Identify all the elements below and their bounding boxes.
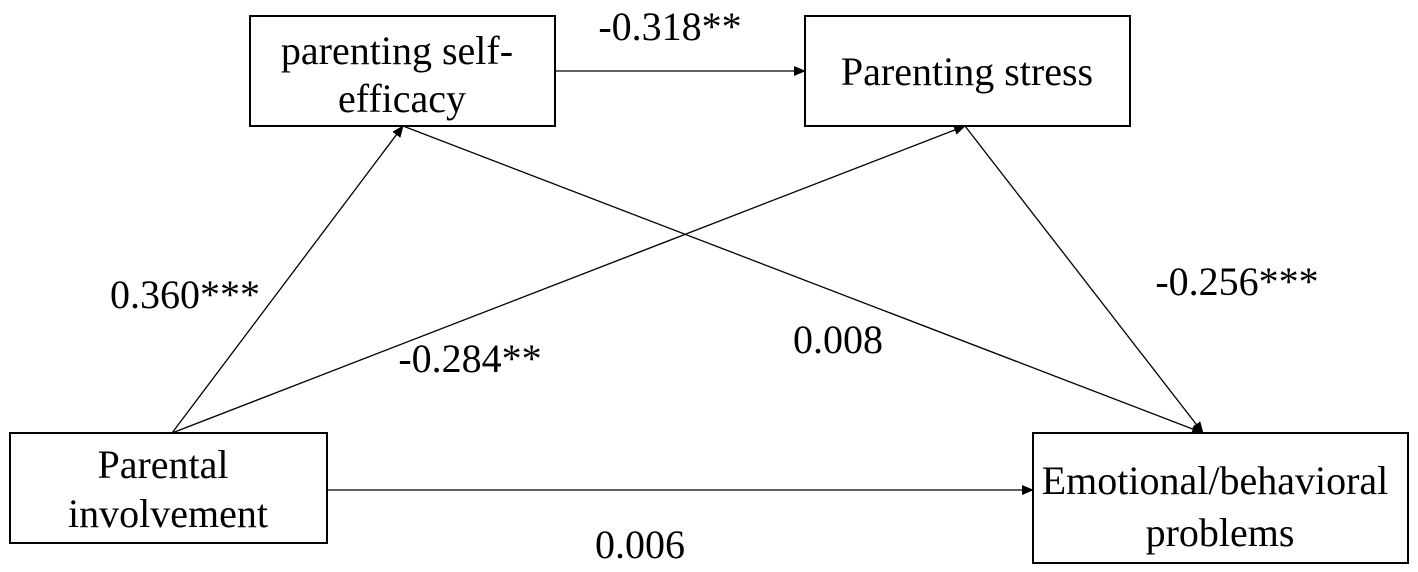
arrow <box>964 125 1204 434</box>
arrow <box>171 125 966 434</box>
node-box <box>804 15 1131 127</box>
node-label-line: involvement <box>68 491 268 536</box>
node-label: parenting self- efficacy <box>281 28 523 121</box>
node-label-line: efficacy <box>338 76 466 121</box>
node-label-line: Parental <box>97 442 228 487</box>
edge-label: 0.360*** <box>110 272 260 317</box>
node-box <box>9 432 328 544</box>
node-label-line: problems <box>1146 510 1295 555</box>
node-box <box>1032 432 1409 564</box>
edge-label: -0.318** <box>598 4 741 49</box>
node-label-line: Emotional/behavioral <box>1042 458 1389 503</box>
edge-label: -0.256*** <box>1155 259 1318 304</box>
edge-label: 0.008 <box>793 317 883 362</box>
edge-label: -0.284** <box>398 336 541 381</box>
arrow <box>171 125 404 434</box>
node-label: Parental involvement <box>68 442 268 536</box>
node-label-line: parenting self- <box>281 28 513 73</box>
node-label: Parenting stress <box>841 49 1093 94</box>
arrow <box>402 125 1204 434</box>
node-box <box>249 15 556 127</box>
edge-label: 0.006 <box>595 522 685 567</box>
node-label: Emotional/behavioral problems <box>1042 458 1399 555</box>
